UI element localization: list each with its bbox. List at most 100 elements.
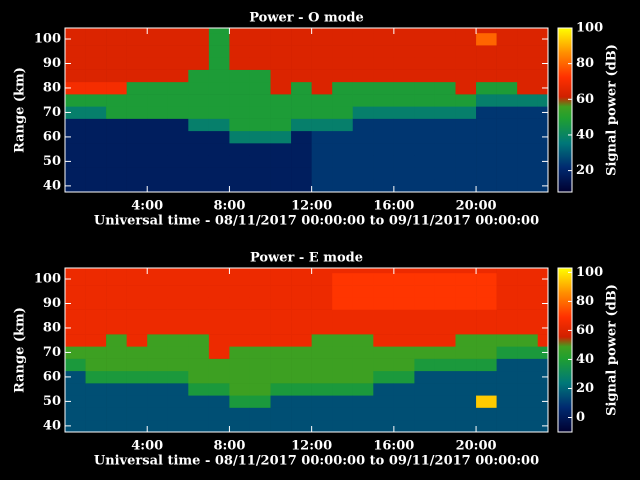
heat-cell: [229, 82, 250, 95]
heat-cell: [353, 180, 374, 193]
heat-cell: [476, 383, 497, 396]
heat-cell: [497, 155, 518, 168]
heat-cell: [106, 143, 127, 156]
heat-cell: [312, 408, 333, 421]
heat-cell: [394, 285, 415, 298]
heat-cell: [517, 57, 538, 70]
heat-cell: [517, 143, 538, 156]
heat-cell: [250, 322, 271, 335]
heat-cell: [86, 371, 107, 384]
heat-cell: [229, 143, 250, 156]
heat-cell: [312, 45, 333, 58]
heat-cell: [147, 408, 168, 421]
heat-cell: [538, 94, 549, 107]
heat-cell: [127, 180, 148, 193]
heat-cell: [435, 33, 456, 46]
heat-cell: [538, 383, 549, 396]
heat-cell: [394, 408, 415, 421]
heat-cell: [373, 82, 394, 95]
heat-cell: [168, 334, 189, 347]
heat-cell: [414, 119, 435, 132]
heat-cell: [106, 408, 127, 421]
heat-cell: [168, 383, 189, 396]
y-tick-label: 60: [43, 369, 61, 384]
heat-cell: [147, 285, 168, 298]
heat-cell: [538, 408, 549, 421]
heat-cell: [497, 371, 518, 384]
heat-cell: [394, 273, 415, 286]
heat-cell: [373, 28, 394, 33]
heat-cell: [65, 359, 86, 372]
heat-cell: [373, 371, 394, 384]
heat-cell: [271, 119, 292, 132]
heat-cell: [291, 383, 312, 396]
heat-cell: [106, 395, 127, 408]
heat-cell: [456, 310, 477, 323]
heat-cell: [332, 383, 353, 396]
heat-cell: [250, 395, 271, 408]
heat-cell: [456, 334, 477, 347]
heat-cell: [86, 359, 107, 372]
heat-cell: [86, 395, 107, 408]
heat-cell: [106, 106, 127, 119]
heat-cell: [168, 82, 189, 95]
y-tick-label: 100: [34, 32, 61, 47]
heat-cell: [312, 106, 333, 119]
heat-cell: [312, 359, 333, 372]
heat-cell: [229, 346, 250, 359]
heat-cell: [168, 119, 189, 132]
heat-cell: [271, 155, 292, 168]
heat-cell: [538, 45, 549, 58]
heat-cell: [312, 371, 333, 384]
heat-cell: [456, 143, 477, 156]
heat-cell: [188, 310, 209, 323]
heat-cell: [435, 420, 456, 433]
heat-cell: [229, 45, 250, 58]
heat-cell: [312, 322, 333, 335]
heat-cell: [353, 143, 374, 156]
heat-cell: [271, 273, 292, 286]
heat-cell: [271, 371, 292, 384]
heat-cell: [229, 395, 250, 408]
heat-cell: [188, 143, 209, 156]
heat-cell: [250, 297, 271, 310]
heat-cell: [497, 273, 518, 286]
heat-cell: [517, 155, 538, 168]
heat-cell: [271, 420, 292, 433]
heat-cell: [353, 33, 374, 46]
heat-cell: [127, 268, 148, 273]
heat-cell: [188, 106, 209, 119]
heat-cell: [106, 371, 127, 384]
heat-cell: [229, 119, 250, 132]
heat-cell: [476, 155, 497, 168]
heat-cell: [332, 143, 353, 156]
heat-cell: [456, 285, 477, 298]
heat-cell: [312, 70, 333, 83]
heat-cell: [497, 131, 518, 144]
heat-cell: [127, 383, 148, 396]
heat-cell: [353, 297, 374, 310]
heat-cell: [229, 57, 250, 70]
heat-cell: [312, 268, 333, 273]
heat-cell: [517, 168, 538, 181]
heat-cell: [147, 106, 168, 119]
heat-cell: [456, 168, 477, 181]
heat-cell: [291, 106, 312, 119]
heat-cell: [332, 297, 353, 310]
heat-cell: [65, 408, 86, 421]
heat-cell: [414, 180, 435, 193]
heat-cell: [353, 155, 374, 168]
heat-cell: [209, 33, 230, 46]
heat-cell: [456, 371, 477, 384]
heat-cell: [147, 180, 168, 193]
heat-cell: [476, 94, 497, 107]
heat-cell: [291, 273, 312, 286]
heat-cell: [229, 420, 250, 433]
heat-cell: [188, 359, 209, 372]
heat-cell: [435, 268, 456, 273]
heat-cell: [435, 168, 456, 181]
heat-cell: [106, 131, 127, 144]
heat-cell: [332, 371, 353, 384]
heat-cell: [271, 57, 292, 70]
heat-cell: [127, 285, 148, 298]
